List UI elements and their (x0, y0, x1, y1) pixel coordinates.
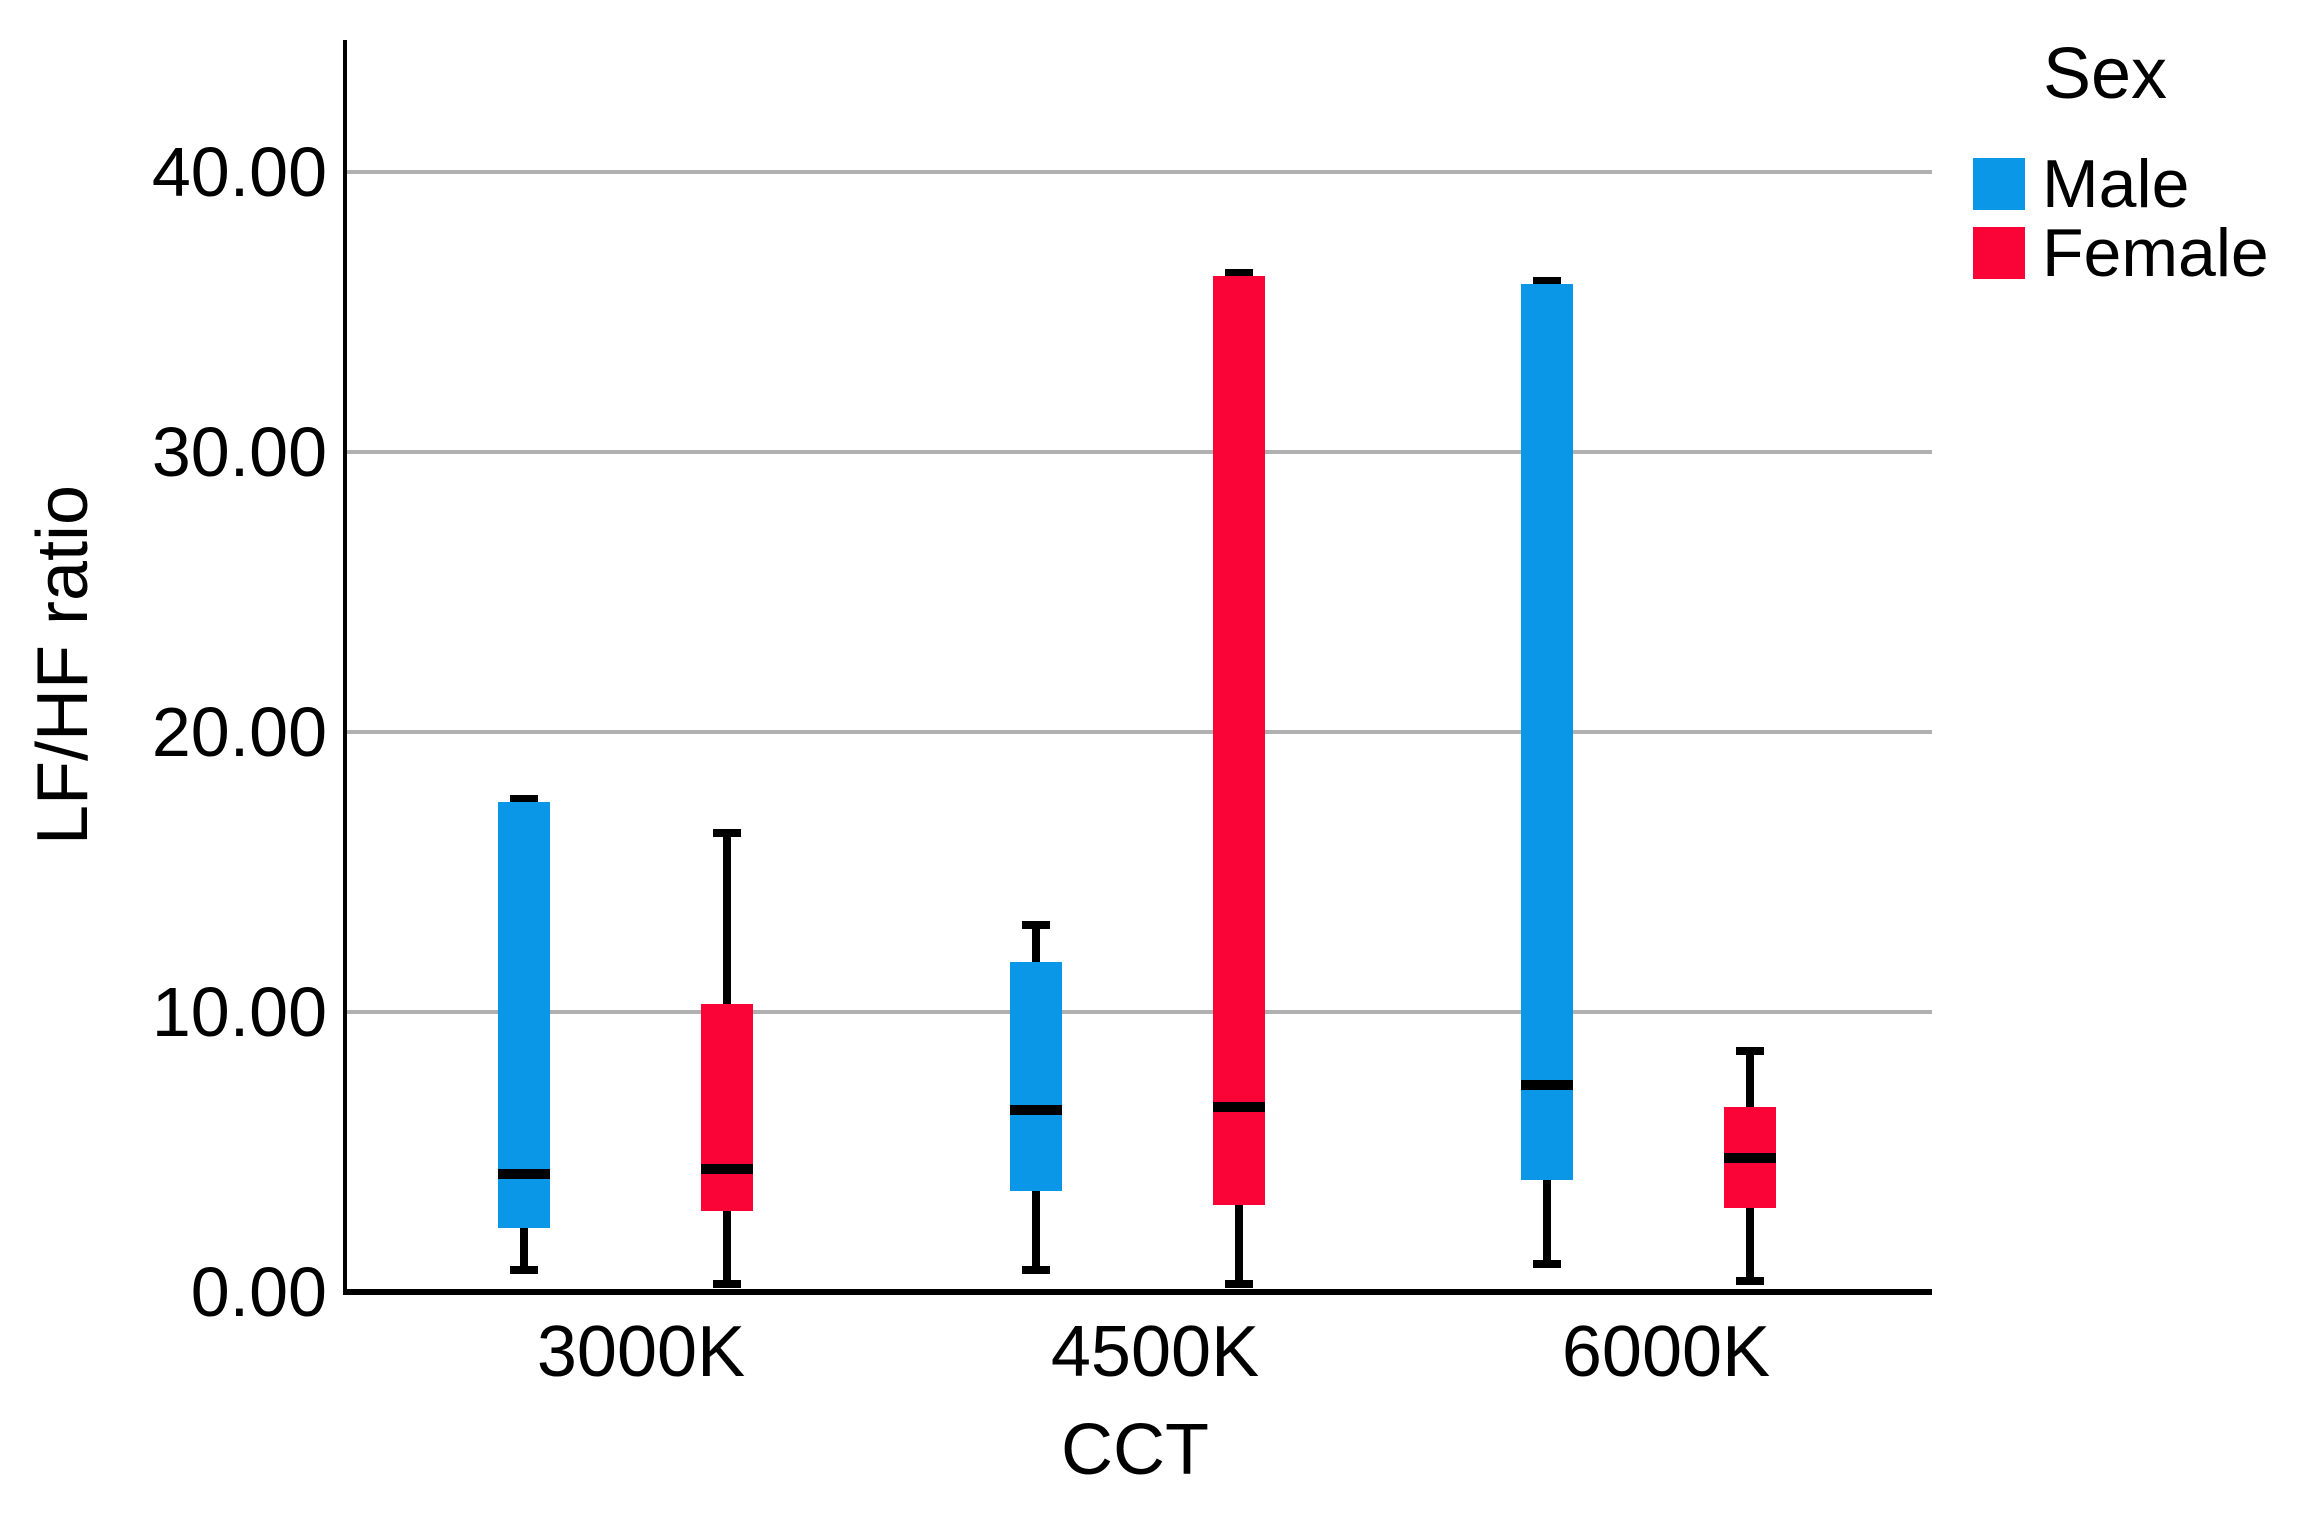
whisker-high-male-4500K (1031, 925, 1040, 962)
whisker-cap-low-male-3000K (509, 1265, 538, 1274)
gridline-40 (345, 170, 1932, 174)
median-male-4500K (1009, 1105, 1062, 1115)
y-axis-title-text: LF/HF ratio (23, 484, 103, 845)
box-female-3000K (700, 1003, 753, 1211)
x-tick-label-6000K: 6000K (1561, 1312, 1771, 1392)
y-tick-label-10.00: 10.00 (151, 973, 327, 1051)
x-axis-line (343, 1289, 1932, 1295)
median-female-6000K (1723, 1152, 1776, 1163)
whisker-low-female-4500K (1234, 1205, 1243, 1284)
whisker-cap-high-male-3000K (509, 795, 538, 804)
whisker-low-male-4500K (1031, 1191, 1040, 1270)
legend-label-female: Female (2042, 215, 2269, 291)
gridline-30 (345, 450, 1932, 454)
x-tick-label-3000K: 3000K (536, 1312, 746, 1392)
median-male-6000K (1520, 1079, 1573, 1090)
legend-label-male: Male (2042, 146, 2190, 222)
y-axis-title: LF/HF ratio (23, 485, 103, 845)
whisker-cap-low-male-4500K (1021, 1265, 1050, 1274)
legend-swatch-female (1973, 227, 2025, 279)
whisker-low-female-3000K (722, 1210, 731, 1284)
whisker-low-male-3000K (519, 1227, 528, 1270)
whisker-cap-low-female-3000K (712, 1279, 741, 1288)
whisker-high-female-3000K (722, 832, 731, 1004)
median-female-4500K (1212, 1102, 1265, 1113)
median-female-3000K (700, 1163, 753, 1174)
whisker-cap-high-female-3000K (712, 828, 741, 837)
whisker-cap-high-male-6000K (1532, 277, 1561, 286)
whisker-cap-high-female-6000K (1735, 1047, 1764, 1056)
whisker-cap-low-female-6000K (1735, 1276, 1764, 1285)
y-tick-label-0.00: 0.00 (190, 1253, 327, 1331)
whisker-cap-high-female-4500K (1224, 268, 1253, 277)
y-tick-label-40.00: 40.00 (151, 133, 327, 211)
y-axis-line (343, 40, 347, 1295)
y-tick-label-30.00: 30.00 (151, 413, 327, 491)
whisker-cap-low-female-4500K (1224, 1279, 1253, 1288)
whisker-cap-high-male-4500K (1021, 921, 1050, 930)
x-tick-label-4500K: 4500K (1050, 1312, 1260, 1392)
legend-title: Sex (2042, 34, 2168, 114)
x-axis-title: CCT (1061, 1410, 1209, 1490)
gridline-20 (345, 730, 1932, 734)
whisker-cap-low-male-6000K (1532, 1260, 1561, 1268)
legend-swatch-male (1973, 158, 2025, 210)
whisker-high-female-6000K (1745, 1051, 1754, 1108)
whisker-low-male-6000K (1542, 1180, 1551, 1264)
box-female-4500K (1212, 275, 1265, 1206)
gridline-10 (345, 1010, 1932, 1014)
y-tick-label-20.00: 20.00 (151, 693, 327, 771)
box-male-6000K (1520, 284, 1573, 1180)
box-male-3000K (497, 802, 550, 1228)
median-male-3000K (497, 1169, 550, 1180)
box-male-4500K (1009, 961, 1062, 1192)
whisker-low-female-6000K (1745, 1208, 1754, 1281)
